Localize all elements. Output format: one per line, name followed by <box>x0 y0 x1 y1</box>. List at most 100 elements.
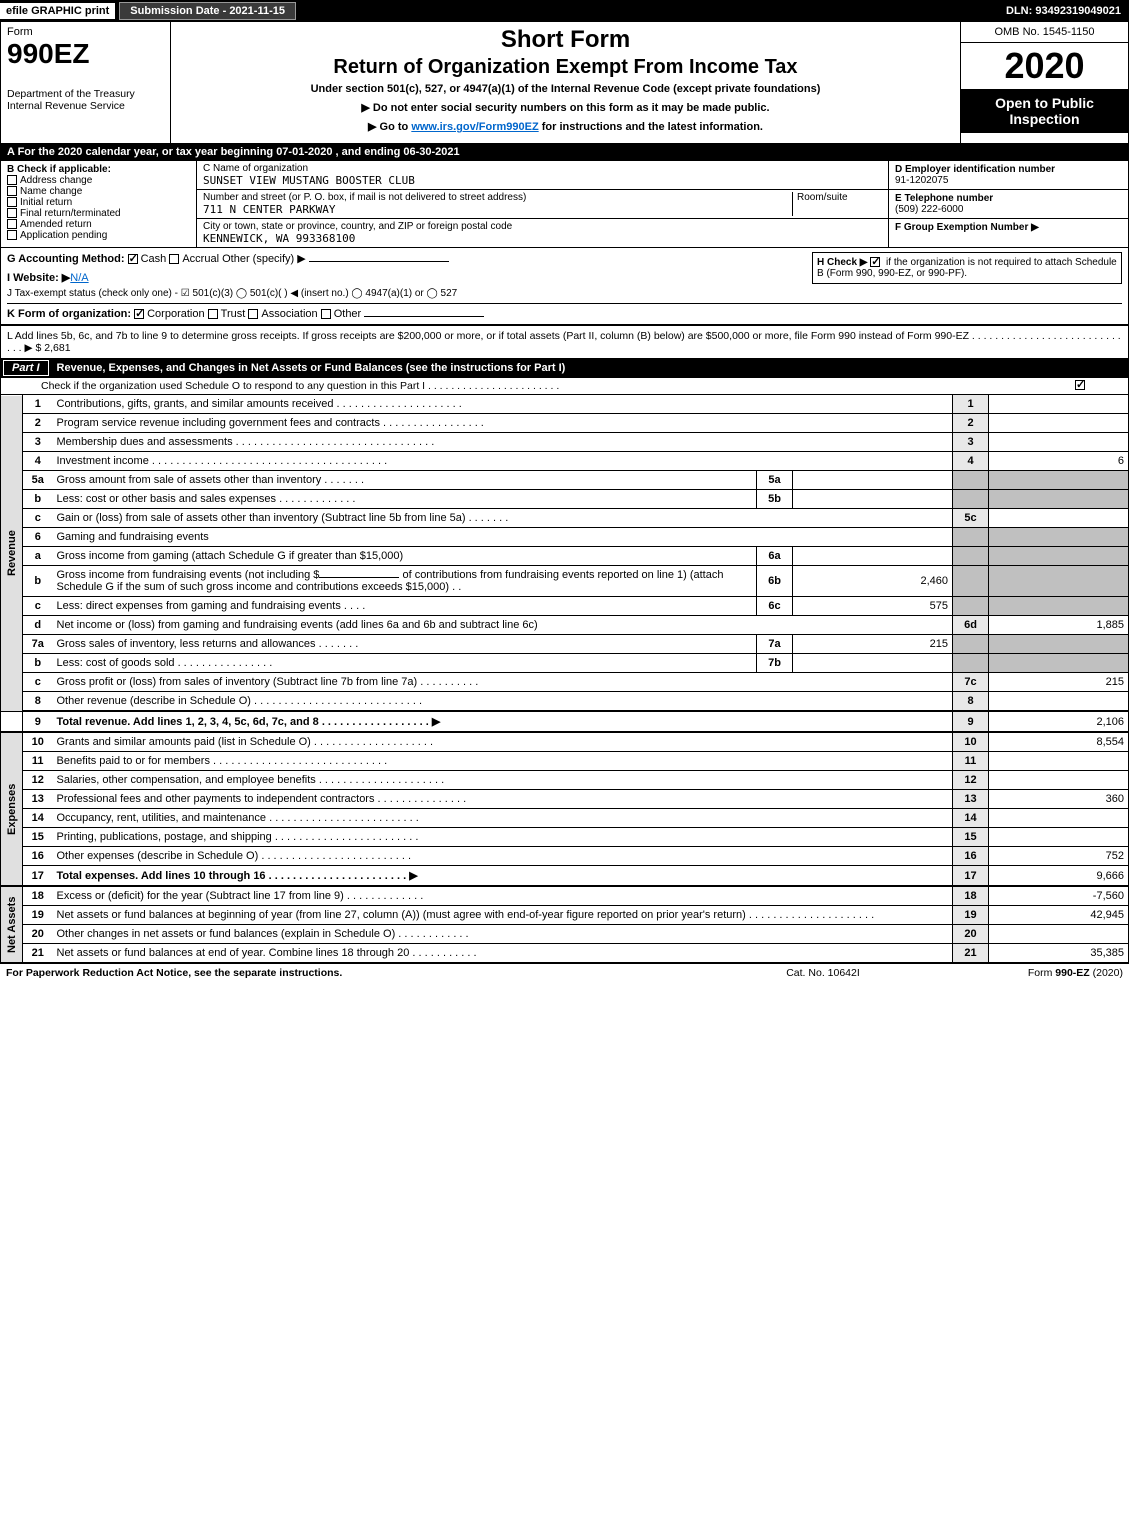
city-label: City or town, state or province, country… <box>203 221 882 232</box>
ein-label: D Employer identification number <box>895 164 1122 175</box>
part1-tag: Part I <box>3 360 49 376</box>
row-5b: b Less: cost or other basis and sales ex… <box>1 490 1129 509</box>
row-11: 11 Benefits paid to or for members . . .… <box>1 752 1129 771</box>
irs-label: Internal Revenue Service <box>7 100 164 112</box>
website-link[interactable]: N/A <box>70 272 88 284</box>
room-label: Room/suite <box>797 192 882 203</box>
row-6b: b Gross income from fundraising events (… <box>1 566 1129 597</box>
form-word: Form <box>7 26 164 38</box>
header-left: Form 990EZ Department of the Treasury In… <box>1 22 171 143</box>
dept-label: Department of the Treasury <box>7 88 164 100</box>
row-19: 19 Net assets or fund balances at beginn… <box>1 906 1129 925</box>
part1-schedule-o-check[interactable] <box>1075 380 1085 390</box>
omb-number: OMB No. 1545-1150 <box>961 22 1128 43</box>
org-name-value: SUNSET VIEW MUSTANG BOOSTER CLUB <box>203 174 882 187</box>
header-right: OMB No. 1545-1150 2020 Open to Public In… <box>960 22 1128 143</box>
h-box: H Check ▶ if the organization is not req… <box>812 252 1122 284</box>
org-corp-check[interactable] <box>134 309 144 319</box>
page-footer: For Paperwork Reduction Act Notice, see … <box>0 964 1129 982</box>
row-2: 2 Program service revenue including gove… <box>1 414 1129 433</box>
group-exemption-label: F Group Exemption Number ▶ <box>895 222 1122 233</box>
submission-date: Submission Date - 2021-11-15 <box>119 2 296 20</box>
check-address-change[interactable]: Address change <box>7 175 190 186</box>
6b-blank[interactable] <box>319 577 399 578</box>
row-4: 4 Investment income . . . . . . . . . . … <box>1 452 1129 471</box>
row-5a: 5a Gross amount from sale of assets othe… <box>1 471 1129 490</box>
row-10: Expenses 10 Grants and similar amounts p… <box>1 732 1129 752</box>
footer-right: Form 990-EZ (2020) <box>923 967 1123 979</box>
tel-label: E Telephone number <box>895 193 1122 204</box>
row-7c: c Gross profit or (loss) from sales of i… <box>1 673 1129 692</box>
instruct-1: ▶ Do not enter social security numbers o… <box>175 101 956 114</box>
title-short-form: Short Form <box>175 26 956 54</box>
row-6a: a Gross income from gaming (attach Sched… <box>1 547 1129 566</box>
footer-center: Cat. No. 10642I <box>723 967 923 979</box>
org-name-label: C Name of organization <box>203 163 882 174</box>
check-final-return[interactable]: Final return/terminated <box>7 208 190 219</box>
inspection-label: Open to Public Inspection <box>961 89 1128 133</box>
side-netassets: Net Assets <box>1 886 23 963</box>
top-bar: efile GRAPHIC print Submission Date - 20… <box>0 0 1129 22</box>
line-k: K Form of organization: Corporation Trus… <box>7 303 1122 320</box>
accounting-cash-check[interactable] <box>128 254 138 264</box>
ein-value: 91-1202075 <box>895 175 1122 186</box>
row-6d: d Net income or (loss) from gaming and f… <box>1 616 1129 635</box>
accounting-other-input[interactable] <box>309 261 449 262</box>
section-c: C Name of organization SUNSET VIEW MUSTA… <box>197 161 888 247</box>
row-3: 3 Membership dues and assessments . . . … <box>1 433 1129 452</box>
dln-label: DLN: 93492319049021 <box>998 3 1129 19</box>
section-b-header: B Check if applicable: <box>7 164 190 175</box>
org-trust-check[interactable] <box>208 309 218 319</box>
form-number: 990EZ <box>7 38 164 70</box>
row-7a: 7a Gross sales of inventory, less return… <box>1 635 1129 654</box>
city-value: KENNEWICK, WA 993368100 <box>203 232 882 245</box>
row-6: 6 Gaming and fundraising events <box>1 528 1129 547</box>
row-12: 12 Salaries, other compensation, and emp… <box>1 771 1129 790</box>
org-other-input[interactable] <box>364 316 484 317</box>
section-bcd: B Check if applicable: Address change Na… <box>0 161 1129 248</box>
row-16: 16 Other expenses (describe in Schedule … <box>1 847 1129 866</box>
check-name-change[interactable]: Name change <box>7 186 190 197</box>
org-assoc-check[interactable] <box>248 309 258 319</box>
form-header: Form 990EZ Department of the Treasury In… <box>0 22 1129 143</box>
side-revenue: Revenue <box>1 395 23 711</box>
line-l: L Add lines 5b, 6c, and 7b to line 9 to … <box>0 325 1129 358</box>
row-6c: c Less: direct expenses from gaming and … <box>1 597 1129 616</box>
check-initial-return[interactable]: Initial return <box>7 197 190 208</box>
main-table: Revenue 1 Contributions, gifts, grants, … <box>0 395 1129 964</box>
line-j: J Tax-exempt status (check only one) - ☑… <box>7 288 1122 299</box>
tel-value: (509) 222-6000 <box>895 204 1122 215</box>
org-other-check[interactable] <box>321 309 331 319</box>
row-15: 15 Printing, publications, postage, and … <box>1 828 1129 847</box>
tax-year: 2020 <box>961 43 1128 89</box>
check-pending[interactable]: Application pending <box>7 230 190 241</box>
irs-link[interactable]: www.irs.gov/Form990EZ <box>411 121 538 133</box>
row-5c: c Gain or (loss) from sale of assets oth… <box>1 509 1129 528</box>
check-amended[interactable]: Amended return <box>7 219 190 230</box>
row-1: Revenue 1 Contributions, gifts, grants, … <box>1 395 1129 414</box>
instruct-2: ▶ Go to www.irs.gov/Form990EZ for instru… <box>175 120 956 133</box>
part1-check-line: Check if the organization used Schedule … <box>0 378 1129 395</box>
section-ghi: H Check ▶ if the organization is not req… <box>0 248 1129 325</box>
row-20: 20 Other changes in net assets or fund b… <box>1 925 1129 944</box>
addr-value: 711 N CENTER PARKWAY <box>203 203 792 216</box>
section-d: D Employer identification number 91-1202… <box>888 161 1128 247</box>
row-8: 8 Other revenue (describe in Schedule O)… <box>1 692 1129 712</box>
part1-title: Revenue, Expenses, and Changes in Net As… <box>57 362 1126 374</box>
subtitle: Under section 501(c), 527, or 4947(a)(1)… <box>175 83 956 95</box>
row-17: 17 Total expenses. Add lines 10 through … <box>1 866 1129 887</box>
footer-left: For Paperwork Reduction Act Notice, see … <box>6 967 723 979</box>
section-b: B Check if applicable: Address change Na… <box>1 161 197 247</box>
row-7b: b Less: cost of goods sold . . . . . . .… <box>1 654 1129 673</box>
title-return: Return of Organization Exempt From Incom… <box>175 56 956 79</box>
row-21: 21 Net assets or fund balances at end of… <box>1 944 1129 964</box>
header-center: Short Form Return of Organization Exempt… <box>171 22 960 143</box>
row-18: Net Assets 18 Excess or (deficit) for th… <box>1 886 1129 906</box>
accounting-accrual-check[interactable] <box>169 254 179 264</box>
h-checkbox[interactable] <box>870 257 880 267</box>
part1-header: Part I Revenue, Expenses, and Changes in… <box>0 358 1129 378</box>
addr-label: Number and street (or P. O. box, if mail… <box>203 192 792 203</box>
row-14: 14 Occupancy, rent, utilities, and maint… <box>1 809 1129 828</box>
side-expenses: Expenses <box>1 732 23 886</box>
row-a-period: A For the 2020 calendar year, or tax yea… <box>0 143 1129 161</box>
